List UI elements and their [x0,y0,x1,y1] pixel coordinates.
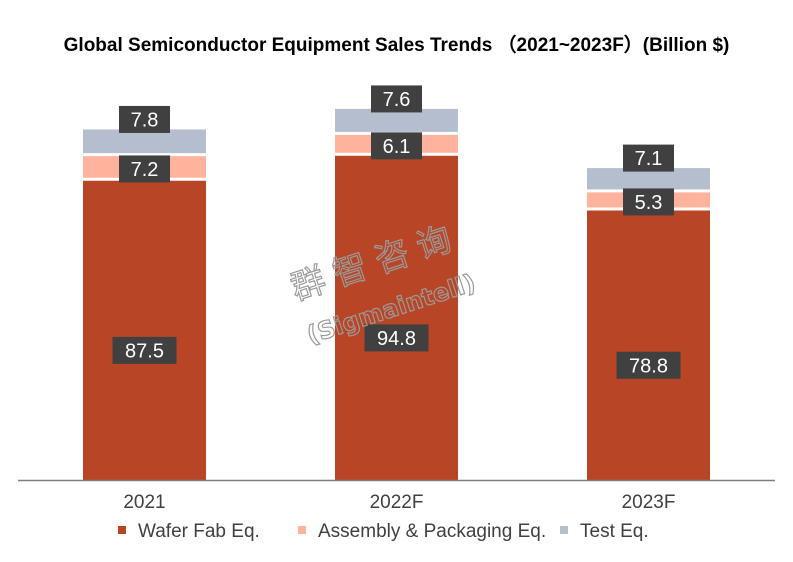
data-labels: 87.5 7.2 7.8 94.8 6.1 7.6 78.8 5.3 7.1 [112,85,681,379]
data-label-assembly-packaging-eq-2023f: 5.3 [623,188,674,216]
legend-label: Wafer Fab Eq. [138,521,260,542]
bar-test-eq-2021 [83,129,206,154]
data-label-text: 78.8 [629,355,668,377]
data-label-box [119,155,170,183]
data-label-wafer-fab-eq-2023f: 78.8 [616,351,681,379]
data-label-text: 7.8 [131,109,159,131]
data-label-assembly-packaging-eq-2022f: 6.1 [371,132,422,160]
bar-test-eq-2022f [335,108,458,132]
data-label-wafer-fab-eq-2022f: 94.8 [364,324,429,352]
data-label-box [616,351,681,379]
x-tick-2021: 2021 [123,492,165,513]
data-label-test-eq-2023f: 7.1 [623,144,674,172]
bar-wafer-fab-eq-2022f [335,155,458,480]
legend-swatch [560,526,568,534]
bar-wafer-fab-eq-2021 [83,180,206,480]
legend-item-assembly-packaging-eq: Assembly & Packaging Eq. [298,521,546,542]
x-tick-2022f: 2022F [370,492,424,513]
x-tick-labels: 2021 2022F 2023F [123,492,675,513]
bar-wafer-fab-eq-2023f [587,210,710,480]
data-label-box [371,132,422,160]
chart-title: Global Semiconductor Equipment Sales Tre… [63,35,730,56]
legend: Wafer Fab Eq. Assembly & Packaging Eq. Tes… [118,521,649,542]
data-label-wafer-fab-eq-2021: 87.5 [112,336,177,364]
x-tick-2023f: 2023F [622,492,676,513]
bar-test-eq-2023f [587,168,710,190]
data-label-box [623,188,674,216]
bars-layer [83,108,710,480]
data-label-test-eq-2022f: 7.6 [371,85,422,113]
data-label-text: 5.3 [635,192,663,214]
legend-label: Test Eq. [580,521,649,542]
data-label-text: 7.6 [383,89,411,111]
legend-label: Assembly & Packaging Eq. [318,521,546,542]
data-label-box [623,144,674,172]
data-label-text: 94.8 [377,328,416,350]
legend-swatch [118,526,126,534]
data-label-box [112,336,177,364]
data-label-assembly-packaging-eq-2021: 7.2 [119,155,170,183]
data-label-text: 7.2 [131,159,159,181]
legend-swatch [298,526,306,534]
legend-item-test-eq: Test Eq. [560,521,649,542]
data-label-box [371,85,422,113]
data-label-text: 7.1 [635,148,663,170]
data-label-text: 6.1 [383,136,411,158]
data-label-box [364,324,429,352]
legend-item-wafer-fab-eq: Wafer Fab Eq. [118,521,260,542]
data-label-box [119,105,170,133]
data-label-test-eq-2021: 7.8 [119,105,170,133]
data-label-text: 87.5 [125,340,164,362]
